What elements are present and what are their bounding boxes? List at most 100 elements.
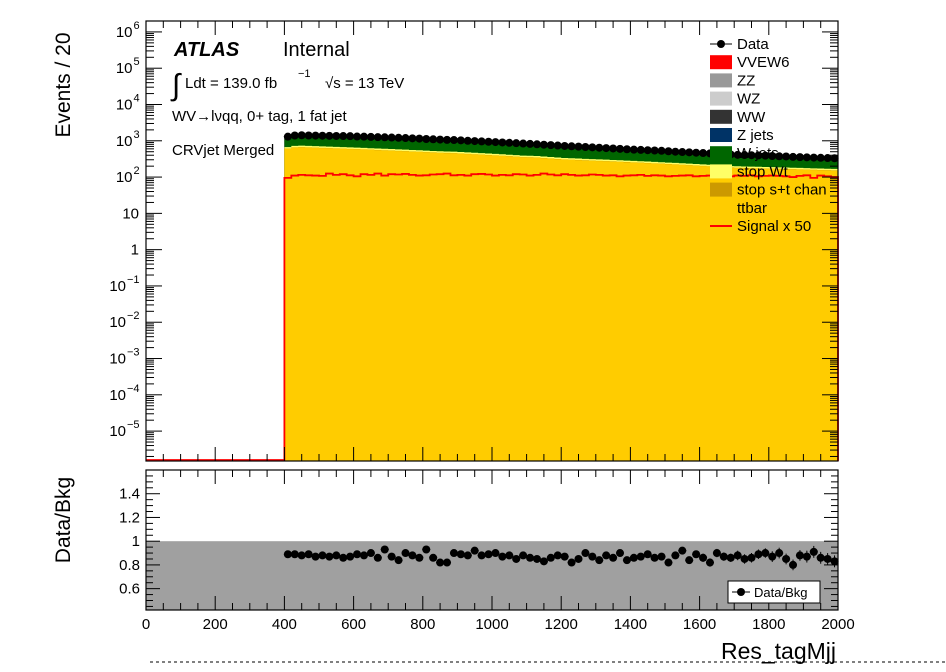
ratio-point (816, 553, 825, 562)
data-point (657, 146, 666, 155)
data-point (761, 151, 770, 160)
y-tick-label: 10 (109, 278, 126, 295)
y-tick-exponent: −2 (127, 310, 140, 322)
ratio-point (823, 554, 832, 563)
x-tick-label: 1000 (475, 616, 508, 633)
main-y-axis-label: Events / 20 (52, 32, 75, 137)
signal-line (146, 172, 839, 461)
data-point (602, 144, 611, 153)
data-point (539, 140, 548, 149)
ratio-point (671, 551, 680, 560)
data-point (546, 141, 555, 150)
legend-swatch-z-jets (710, 128, 732, 142)
ratio-point (477, 551, 486, 560)
data-point (581, 142, 590, 151)
ratio-point (436, 558, 445, 567)
legend-swatch-ttbar (710, 200, 732, 215)
data-point (560, 141, 569, 150)
legend-label-ww: WW (737, 109, 766, 126)
data-point (795, 153, 804, 162)
ratio-point (609, 553, 618, 562)
y-tick-label: 10 (116, 169, 133, 186)
data-point (526, 139, 535, 148)
y-tick-exponent: −4 (127, 383, 140, 395)
data-point (477, 137, 486, 146)
data-point (622, 145, 631, 154)
ratio-point (588, 552, 597, 561)
ratio-point (422, 545, 431, 554)
ratio-point (567, 558, 576, 567)
data-point (636, 145, 645, 154)
ratio-point (401, 549, 410, 558)
ratio-point (470, 546, 479, 555)
legend-label-wz: WZ (737, 91, 760, 108)
ratio-point (325, 552, 334, 561)
data-point (816, 153, 825, 162)
data-point (768, 152, 777, 161)
integral-sign: ∫ (170, 69, 182, 102)
data-point (532, 140, 541, 149)
data-point (678, 148, 687, 157)
data-point (685, 148, 694, 157)
ratio-point (636, 552, 645, 561)
y-tick-label: 10 (109, 423, 126, 440)
y-tick-exponent: 3 (134, 129, 140, 141)
data-point (609, 144, 618, 153)
data-point (366, 132, 375, 141)
ratio-point (733, 551, 742, 560)
ratio-point (616, 549, 625, 558)
ratio-point (519, 551, 528, 560)
data-point (436, 135, 445, 144)
data-point (401, 134, 410, 143)
ratio-point (449, 549, 458, 558)
ratio-legend-label: Data/Bkg (754, 585, 807, 600)
data-point (353, 132, 362, 141)
legend-swatch-stop-s-t-chan (710, 182, 732, 197)
ratio-point (539, 557, 548, 566)
ratio-point (332, 551, 341, 560)
ratio-point (339, 553, 348, 562)
ratio-point (304, 550, 313, 559)
ratio-point (429, 553, 438, 562)
x-tick-label: 1200 (545, 616, 578, 633)
ratio-point (726, 553, 735, 562)
ratio-point (629, 553, 638, 562)
y-tick-label: 10 (109, 314, 126, 331)
data-point (456, 136, 465, 145)
x-tick-label: 1800 (752, 616, 785, 633)
data-point (512, 139, 521, 148)
ratio-point (346, 552, 355, 561)
ratio-y-axis-ticks: 0.6 0.8 1 1.2 1.4 (119, 475, 838, 607)
ratio-point (699, 553, 708, 562)
x-tick-label: 0 (142, 616, 150, 633)
data-point (505, 138, 514, 147)
ratio-point (505, 551, 514, 560)
ratio-point (768, 552, 777, 561)
x-axis-label: Res_tagMjj (721, 638, 836, 664)
ratio-point (622, 556, 631, 565)
data-point (782, 152, 791, 161)
legend-marker-data (717, 40, 725, 48)
y-tick-exponent: −1 (127, 274, 140, 286)
ratio-point (366, 549, 375, 558)
data-point (359, 132, 368, 141)
x-tick-label: 1600 (683, 616, 716, 633)
ratio-legend: Data/Bkg (727, 580, 821, 604)
ratio-point (283, 550, 292, 559)
data-point (789, 152, 798, 161)
ratio-point (657, 552, 666, 561)
ratio-point (546, 553, 555, 562)
data-point (387, 133, 396, 142)
y-tick-exponent: 2 (134, 165, 140, 177)
ratio-point (318, 551, 327, 560)
ratio-point (740, 554, 749, 563)
ratio-x-axis-ticks: 0 200 400 600 800 1000 1200 1400 1600 1800 2000 (142, 470, 855, 633)
data-point (339, 132, 348, 141)
ratio-point (595, 556, 604, 565)
data-point (643, 146, 652, 155)
ratio-point (581, 549, 590, 558)
ratio-point (782, 554, 791, 563)
